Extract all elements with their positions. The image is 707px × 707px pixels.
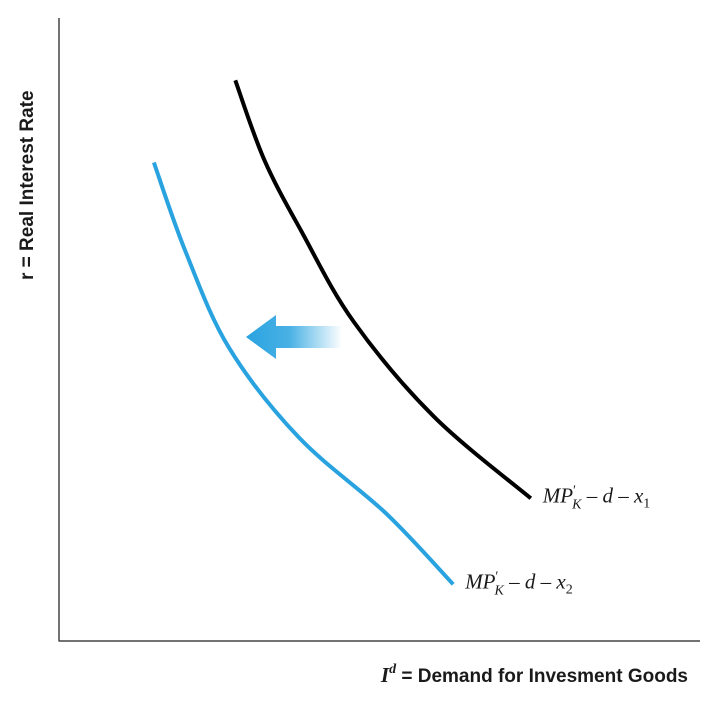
x-axis-label-sup: d bbox=[389, 662, 397, 677]
series-line-1 bbox=[233, 79, 533, 500]
shift-arrow bbox=[246, 315, 342, 359]
x-axis-label-var: I bbox=[380, 663, 390, 687]
y-axis-label: r = Real Interest Rate bbox=[17, 90, 38, 280]
x-axis-label-rest: = Demand for Invesment Goods bbox=[396, 666, 688, 687]
series-layer: MP' K – d – x1 MP' K – d – x2 bbox=[152, 79, 651, 598]
x-axis-label: Id = Demand for Invesment Goods bbox=[380, 662, 688, 687]
series-label-2: MP' K – d – x2 bbox=[464, 569, 573, 598]
axes bbox=[58, 18, 700, 642]
series-label-1: MP' K – d – x1 bbox=[542, 483, 651, 512]
series-line-2 bbox=[152, 161, 455, 586]
